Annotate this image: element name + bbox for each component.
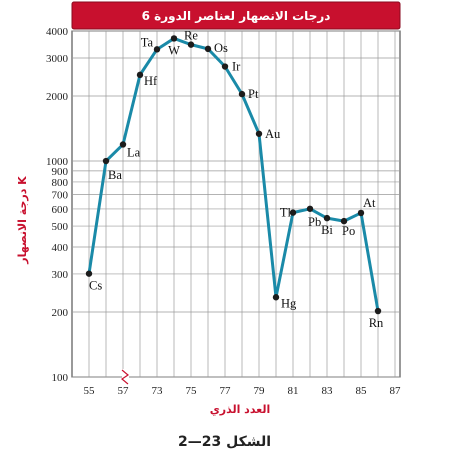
data-point — [204, 45, 212, 53]
x-tick-label: 77 — [220, 385, 232, 397]
data-point — [136, 71, 144, 79]
data-point — [187, 41, 195, 48]
x-tick-label: 55 — [84, 385, 96, 397]
data-point — [85, 270, 93, 277]
x-tick-label: 79 — [254, 385, 266, 397]
x-tick-label: 85 — [356, 385, 368, 397]
y-tick-label: 4000 — [46, 26, 69, 38]
x-axis-label: العدد الذري — [210, 403, 271, 416]
y-tick-label: 100 — [52, 372, 69, 384]
point-label: Po — [342, 224, 355, 238]
series — [85, 35, 382, 315]
figure-caption: الشكل 23—2 — [177, 434, 272, 450]
x-tick-label: 57 — [118, 385, 130, 397]
data-point — [153, 46, 161, 53]
data-point — [170, 35, 178, 42]
chart-title: درجات الانصهار لعناصر الدورة 6 — [142, 9, 331, 24]
y-axis-label: درجة الانصهار K — [16, 176, 29, 265]
y-tick-label: 500 — [52, 221, 69, 233]
point-label: W — [168, 43, 180, 57]
y-tick-label: 900 — [52, 166, 69, 178]
point-label: La — [127, 145, 141, 159]
chart-title-bar: درجات الانصهار لعناصر الدورة 6 — [71, 1, 401, 30]
data-point — [289, 209, 297, 216]
data-point — [323, 214, 331, 222]
point-label: Au — [265, 127, 281, 141]
x-tick-label: 81 — [288, 385, 299, 397]
x-tick-label: 73 — [152, 385, 164, 397]
data-point — [238, 90, 246, 98]
y-tick-label: 800 — [52, 177, 69, 189]
point-label: Os — [214, 41, 228, 55]
y-tick-label: 3000 — [46, 53, 69, 65]
data-point — [357, 209, 365, 217]
point-label: Tl — [280, 206, 292, 220]
data-point — [119, 141, 127, 148]
axis-break-mark — [120, 369, 130, 385]
title-banner — [71, 1, 401, 30]
point-label: Pb — [308, 215, 321, 229]
data-point — [374, 307, 382, 315]
data-point — [272, 294, 280, 301]
point-label: Hf — [144, 74, 158, 88]
data-point — [306, 205, 314, 212]
melting-point-line — [87, 36, 380, 312]
x-tick-labels: 55 57 73 75 77 79 81 83 85 87 — [84, 385, 402, 397]
point-label: Ta — [141, 35, 154, 49]
y-tick-label: 200 — [52, 307, 69, 319]
y-tick-label: 2000 — [46, 91, 69, 103]
point-label: Rn — [369, 316, 384, 330]
y-tick-label: 1000 — [46, 156, 69, 168]
y-tick-label: 300 — [52, 269, 69, 281]
point-label: Ir — [232, 60, 241, 74]
point-label: Re — [184, 29, 198, 43]
grid — [71, 30, 401, 385]
data-point — [102, 157, 110, 165]
x-tick-label: 87 — [390, 385, 402, 397]
point-label: Cs — [89, 279, 102, 293]
x-tick-label: 75 — [186, 385, 198, 397]
data-point — [255, 130, 263, 137]
x-tick-label: 83 — [322, 385, 334, 397]
y-tick-label: 700 — [52, 189, 69, 201]
y-tick-label: 600 — [52, 204, 69, 216]
point-label: Bi — [321, 223, 333, 237]
data-point — [340, 217, 348, 225]
point-label: At — [363, 196, 376, 210]
point-label: Pt — [248, 87, 259, 101]
point-label: Ba — [108, 168, 122, 182]
point-label: Hg — [281, 296, 297, 310]
y-tick-label: 400 — [52, 242, 69, 254]
data-point — [221, 63, 229, 70]
